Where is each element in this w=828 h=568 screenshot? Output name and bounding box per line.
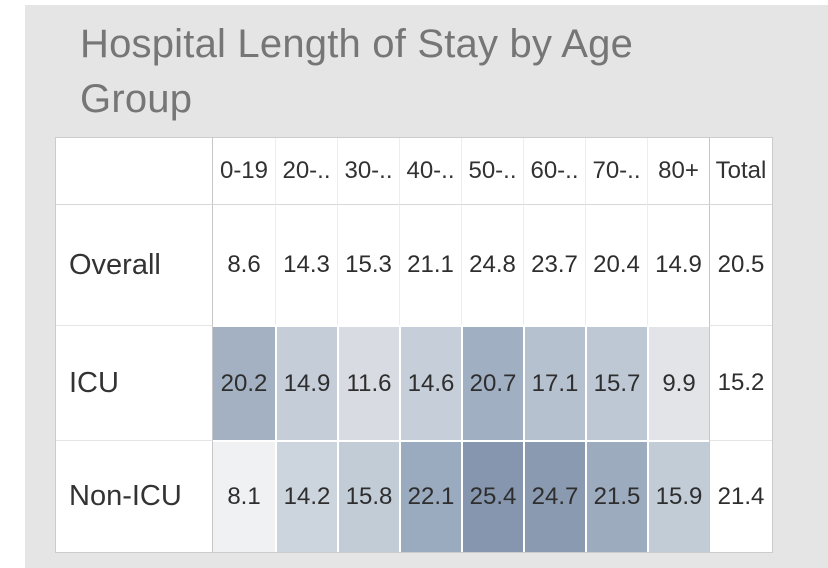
column-header-50[interactable]: 50-.. xyxy=(461,138,523,205)
cell-non-icu-20[interactable]: 14.2 xyxy=(275,440,337,552)
column-header-40[interactable]: 40-.. xyxy=(399,138,461,205)
column-header-0-19[interactable]: 0-19 xyxy=(213,138,275,205)
cell-overall-40[interactable]: 21.1 xyxy=(399,205,461,325)
column-header-20[interactable]: 20-.. xyxy=(275,138,337,205)
row-label-non-icu[interactable]: Non-ICU xyxy=(56,440,213,552)
cell-overall-70[interactable]: 20.4 xyxy=(585,205,647,325)
cell-overall-0-19[interactable]: 8.6 xyxy=(213,205,275,325)
cell-non-icu-70[interactable]: 21.5 xyxy=(585,440,647,552)
cell-icu-40[interactable]: 14.6 xyxy=(399,325,461,440)
cell-non-icu-30[interactable]: 15.8 xyxy=(337,440,399,552)
cell-non-icu-60[interactable]: 24.7 xyxy=(523,440,585,552)
cell-overall-60[interactable]: 23.7 xyxy=(523,205,585,325)
cell-overall-80[interactable]: 14.9 xyxy=(647,205,709,325)
cell-overall-total[interactable]: 20.5 xyxy=(709,205,772,325)
row-label-overall[interactable]: Overall xyxy=(56,205,213,325)
cell-icu-30[interactable]: 11.6 xyxy=(337,325,399,440)
column-header-70[interactable]: 70-.. xyxy=(585,138,647,205)
column-header-30[interactable]: 30-.. xyxy=(337,138,399,205)
cell-icu-50[interactable]: 20.7 xyxy=(461,325,523,440)
cell-icu-60[interactable]: 17.1 xyxy=(523,325,585,440)
cell-overall-30[interactable]: 15.3 xyxy=(337,205,399,325)
column-header-total[interactable]: Total xyxy=(709,138,772,205)
cell-non-icu-0-19[interactable]: 8.1 xyxy=(213,440,275,552)
corner-cell xyxy=(56,138,213,205)
cell-non-icu-50[interactable]: 25.4 xyxy=(461,440,523,552)
cell-overall-20[interactable]: 14.3 xyxy=(275,205,337,325)
cell-non-icu-80[interactable]: 15.9 xyxy=(647,440,709,552)
cell-overall-50[interactable]: 24.8 xyxy=(461,205,523,325)
cell-icu-80[interactable]: 9.9 xyxy=(647,325,709,440)
chart-title: Hospital Length of Stay by Age Group xyxy=(80,22,634,122)
cell-icu-total[interactable]: 15.2 xyxy=(709,325,772,440)
column-header-80[interactable]: 80+ xyxy=(647,138,709,205)
cell-icu-70[interactable]: 15.7 xyxy=(585,325,647,440)
cell-non-icu-total[interactable]: 21.4 xyxy=(709,440,772,552)
cell-non-icu-40[interactable]: 22.1 xyxy=(399,440,461,552)
los-heatmap-table: 0-19 20-.. 30-.. 40-.. 50-.. 60-.. 70-.. 80+ Tot… xyxy=(55,137,773,553)
cell-icu-0-19[interactable]: 20.2 xyxy=(213,325,275,440)
row-label-icu[interactable]: ICU xyxy=(56,325,213,440)
column-header-60[interactable]: 60-.. xyxy=(523,138,585,205)
cell-icu-20[interactable]: 14.9 xyxy=(275,325,337,440)
